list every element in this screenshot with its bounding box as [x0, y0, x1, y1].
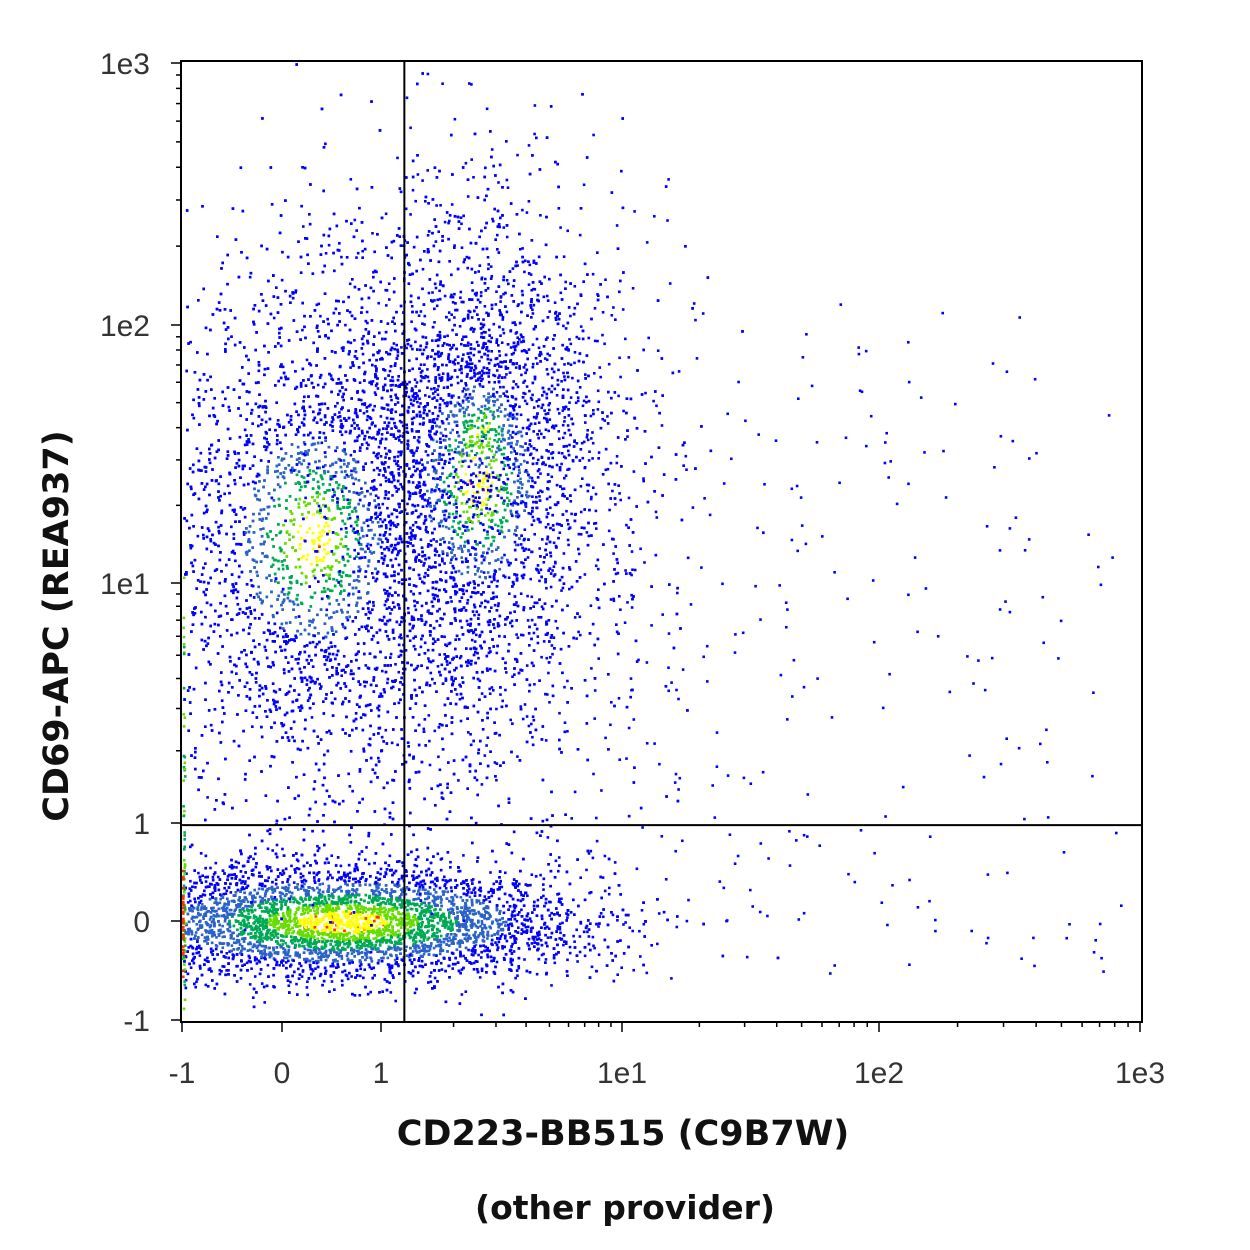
- x-tick-label: 1e2: [854, 1057, 904, 1090]
- y-tick-label: 0: [133, 906, 150, 939]
- plot-frame: [180, 60, 1143, 1023]
- y-tick-label: 1e1: [100, 568, 150, 601]
- tick-labels: -1 0 1 1e1 1e2 1e3 -1 0 1 1e1 1e2 1e3: [100, 48, 1165, 1090]
- y-tick-label: -1: [123, 1005, 150, 1038]
- x-tick-label: 1e3: [1115, 1057, 1165, 1090]
- x-axis-title: CD223-BB515 (C9B7W): [397, 1114, 850, 1154]
- y-tick-label: 1e3: [100, 48, 150, 81]
- y-tick-label: 1: [133, 808, 150, 841]
- x-tick-label: 1: [373, 1057, 390, 1090]
- y-axis-title: CD69-APC (REA937): [37, 430, 77, 822]
- x-tick-label: -1: [169, 1057, 196, 1090]
- x-tick-label: 1e1: [597, 1057, 647, 1090]
- x-axis-subtitle: (other provider): [475, 1188, 775, 1227]
- x-tick-label: 0: [274, 1057, 291, 1090]
- event-dots: [182, 63, 1123, 1017]
- y-tick-label: 1e2: [100, 310, 150, 343]
- axis-ticks: [171, 62, 1141, 1032]
